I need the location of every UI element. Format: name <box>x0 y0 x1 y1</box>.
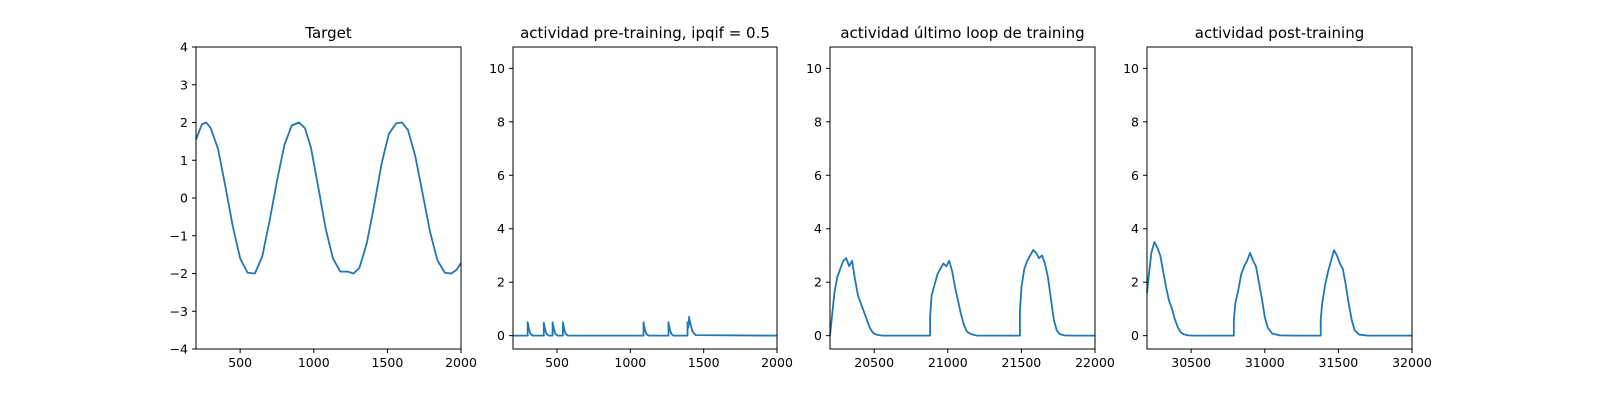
plot-frame <box>512 46 778 350</box>
y-tick-label: 2 <box>180 115 188 130</box>
y-tick-label: 6 <box>497 168 505 183</box>
series-line <box>195 121 462 275</box>
y-tick-label: 2 <box>497 275 505 290</box>
y-tick-label: 4 <box>814 221 822 236</box>
subplot-title: actividad pre-training, ipqif = 0.5 <box>520 24 770 42</box>
y-tick-label: 0 <box>497 328 505 343</box>
y-tick-label: 10 <box>1123 61 1139 76</box>
subplot-2: actividad pre-training, ipqif = 0.5 500 10… <box>489 24 793 370</box>
y-tick-label: 6 <box>1131 168 1139 183</box>
y-tick-label: 8 <box>497 114 505 129</box>
x-tick-label: 1500 <box>688 355 720 370</box>
x-tick-label: 500 <box>228 355 252 370</box>
subplot-title: actividad último loop de training <box>840 24 1084 42</box>
x-tick-label: 1000 <box>614 355 646 370</box>
subplot-4: actividad post-training 30500 31000 31500 32… <box>1123 24 1432 370</box>
y-tick-label: 6 <box>814 168 822 183</box>
x-tick-label: 32000 <box>1392 355 1432 370</box>
series-line <box>1146 241 1412 337</box>
y-tick-label: 8 <box>814 114 822 129</box>
y-tick-label: 1 <box>180 153 188 168</box>
x-tick-label: 30500 <box>1171 355 1211 370</box>
series-line <box>513 316 778 337</box>
y-tick-label: 2 <box>814 275 822 290</box>
plot-frame <box>195 46 462 350</box>
y-tick-label: −2 <box>170 266 188 281</box>
x-tick-label: 500 <box>545 355 569 370</box>
x-tick-label: 1500 <box>371 355 403 370</box>
series-line <box>829 249 1095 337</box>
y-tick-label: −4 <box>170 342 188 357</box>
subplot-title: actividad post-training <box>1195 24 1364 42</box>
y-tick-label: 4 <box>1131 221 1139 236</box>
x-tick-label: 31500 <box>1319 355 1359 370</box>
y-tick-label: 2 <box>1131 275 1139 290</box>
x-tick-label: 1000 <box>298 355 330 370</box>
x-tick-label: 2000 <box>761 355 793 370</box>
plot-frame <box>829 46 1096 350</box>
y-tick-label: −1 <box>170 228 188 243</box>
x-tick-label: 21500 <box>1002 355 1042 370</box>
y-tick-label: 4 <box>497 221 505 236</box>
y-tick-label: 0 <box>814 328 822 343</box>
x-tick-label: 21000 <box>928 355 968 370</box>
y-tick-label: 0 <box>180 191 188 206</box>
x-tick-label: 31000 <box>1245 355 1285 370</box>
y-tick-label: 8 <box>1131 114 1139 129</box>
subplot-title: Target <box>304 24 352 42</box>
plot-frame <box>1146 46 1413 350</box>
y-tick-label: 10 <box>489 61 505 76</box>
y-tick-label: 4 <box>180 40 188 55</box>
x-tick-label: 20500 <box>854 355 894 370</box>
y-tick-label: −3 <box>170 304 188 319</box>
y-tick-label: 0 <box>1131 328 1139 343</box>
x-tick-label: 22000 <box>1075 355 1115 370</box>
subplot-1: Target 500 1000 1500 2000 −4 −3 −2 −1 0 1 2 3 4 <box>170 24 477 370</box>
y-tick-label: 10 <box>806 61 822 76</box>
y-tick-label: 3 <box>180 77 188 92</box>
x-tick-label: 2000 <box>445 355 477 370</box>
